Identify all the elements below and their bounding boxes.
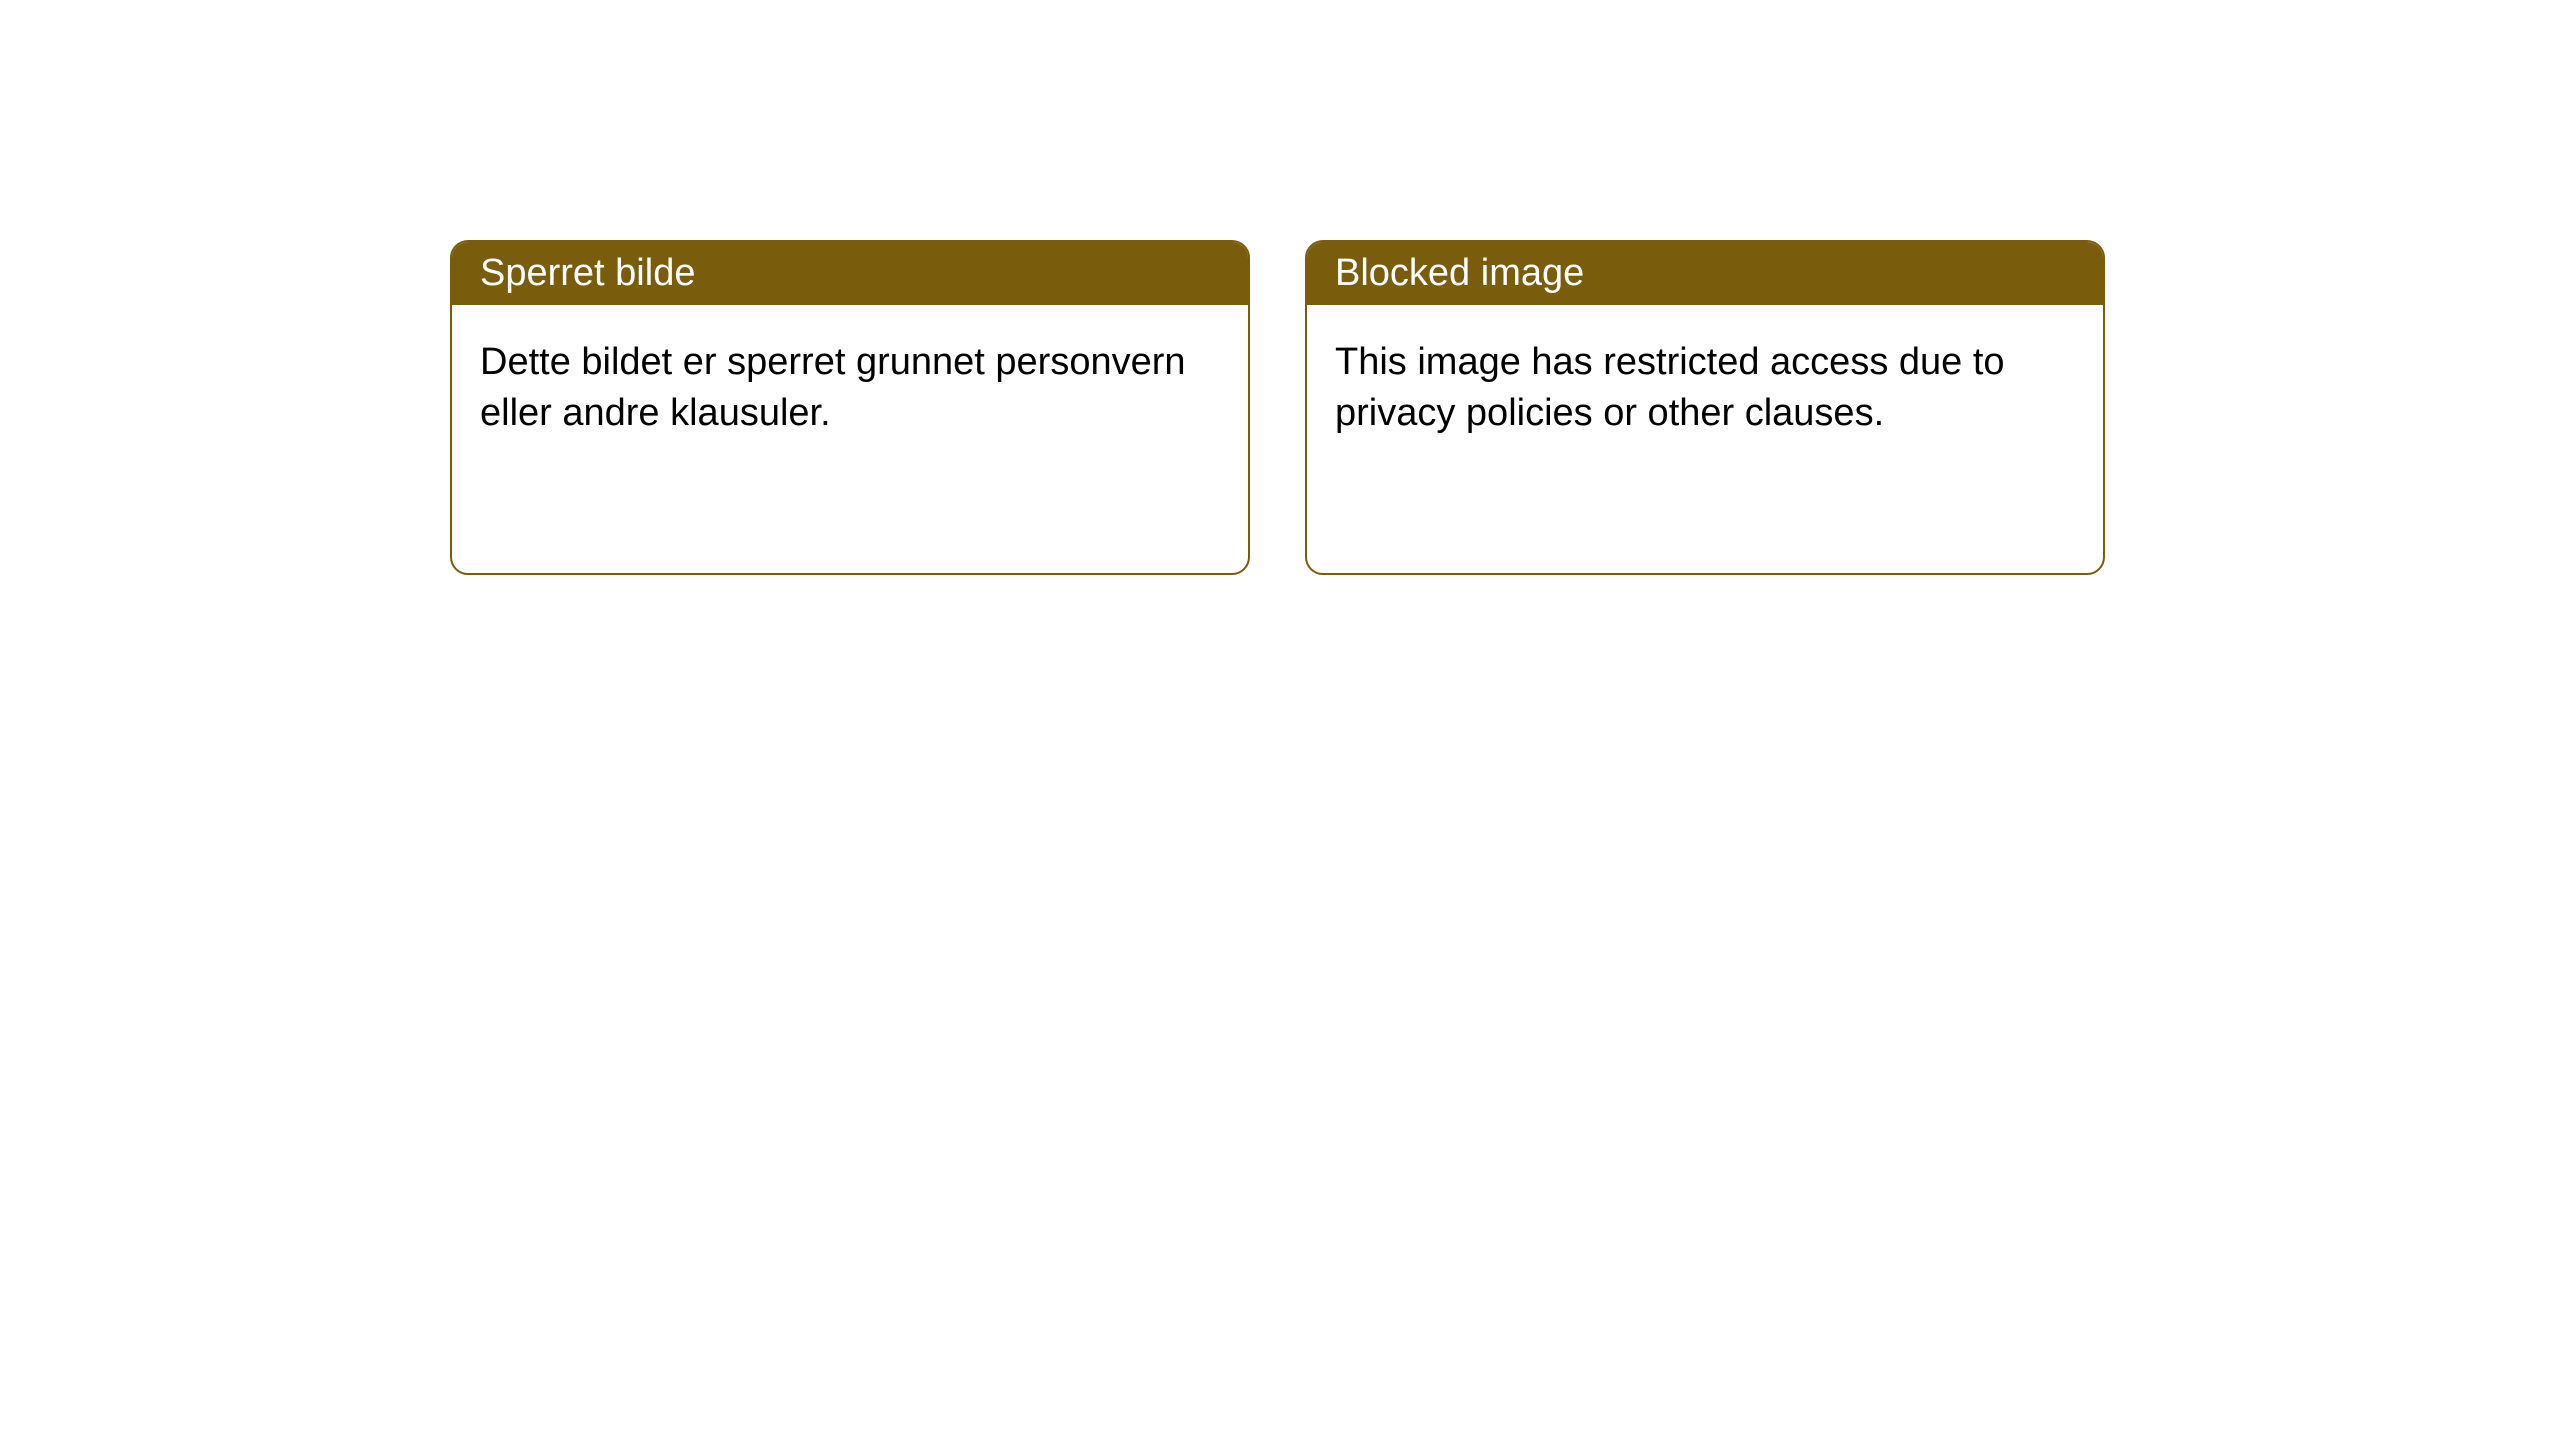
notice-body: This image has restricted access due to …	[1307, 305, 2103, 472]
notice-body-text: This image has restricted access due to …	[1335, 341, 2005, 434]
notice-title: Blocked image	[1335, 252, 1584, 294]
notice-card-norwegian: Sperret bilde Dette bildet er sperret gr…	[450, 240, 1250, 575]
notice-body-text: Dette bildet er sperret grunnet personve…	[480, 341, 1186, 434]
notice-container: Sperret bilde Dette bildet er sperret gr…	[450, 240, 2105, 575]
notice-header: Sperret bilde	[452, 242, 1248, 305]
notice-title: Sperret bilde	[480, 252, 695, 294]
notice-body: Dette bildet er sperret grunnet personve…	[452, 305, 1248, 472]
notice-card-english: Blocked image This image has restricted …	[1305, 240, 2105, 575]
notice-header: Blocked image	[1307, 242, 2103, 305]
